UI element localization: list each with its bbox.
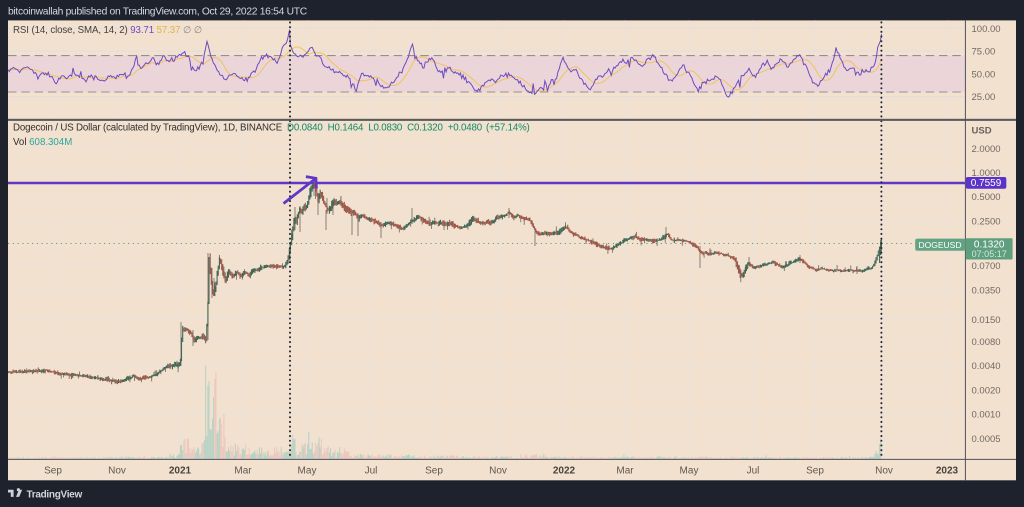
svg-text:0.0010: 0.0010 [972, 410, 1001, 421]
svg-text:USD: USD [972, 126, 992, 137]
svg-text:Sep: Sep [425, 466, 443, 477]
svg-text:2023: 2023 [936, 466, 959, 477]
svg-text:2021: 2021 [169, 466, 192, 477]
svg-text:07:05:17: 07:05:17 [972, 249, 1007, 259]
svg-text:Nov: Nov [875, 466, 893, 477]
svg-text:0.0040: 0.0040 [972, 361, 1001, 372]
svg-text:0.5000: 0.5000 [972, 192, 1001, 203]
svg-text:Sep: Sep [806, 466, 824, 477]
svg-text:25.00: 25.00 [972, 92, 996, 103]
svg-text:RSI (14, close, SMA, 14, 2) 93: RSI (14, close, SMA, 14, 2) 93.71 57.37 … [13, 25, 202, 36]
svg-text:TradingView: TradingView [27, 489, 83, 500]
svg-text:bitcoinwallah published on Tra: bitcoinwallah published on TradingView.c… [8, 7, 308, 18]
svg-text:0.0020: 0.0020 [972, 385, 1001, 396]
svg-text:Dogecoin / US Dollar (calculat: Dogecoin / US Dollar (calculated by Trad… [13, 123, 530, 134]
svg-text:DOGEUSD: DOGEUSD [919, 240, 962, 250]
svg-text:Sep: Sep [44, 466, 62, 477]
svg-text:0.2500: 0.2500 [972, 217, 1001, 228]
svg-text:May: May [680, 466, 699, 477]
svg-text:50.00: 50.00 [972, 69, 996, 80]
svg-text:0.7559: 0.7559 [971, 178, 1002, 189]
svg-text:May: May [298, 466, 317, 477]
svg-text:Vol 608.304M: Vol 608.304M [13, 137, 72, 148]
svg-text:75.00: 75.00 [972, 47, 996, 58]
svg-text:1.0000: 1.0000 [972, 168, 1001, 179]
svg-text:Jul: Jul [365, 466, 378, 477]
svg-text:0.1320: 0.1320 [974, 239, 1005, 250]
svg-text:100.00: 100.00 [972, 24, 1001, 35]
svg-text:0.0700: 0.0700 [972, 261, 1001, 272]
svg-text:Nov: Nov [108, 466, 126, 477]
svg-text:0.0150: 0.0150 [972, 315, 1001, 326]
svg-text:Mar: Mar [616, 466, 634, 477]
svg-text:Mar: Mar [234, 466, 252, 477]
svg-text:Jul: Jul [747, 466, 760, 477]
svg-text:0.0080: 0.0080 [972, 337, 1001, 348]
svg-text:0.0005: 0.0005 [972, 434, 1001, 445]
svg-text:2022: 2022 [553, 466, 576, 477]
svg-text:2.0000: 2.0000 [972, 144, 1001, 155]
svg-text:Nov: Nov [489, 466, 507, 477]
svg-text:0.0350: 0.0350 [972, 285, 1001, 296]
